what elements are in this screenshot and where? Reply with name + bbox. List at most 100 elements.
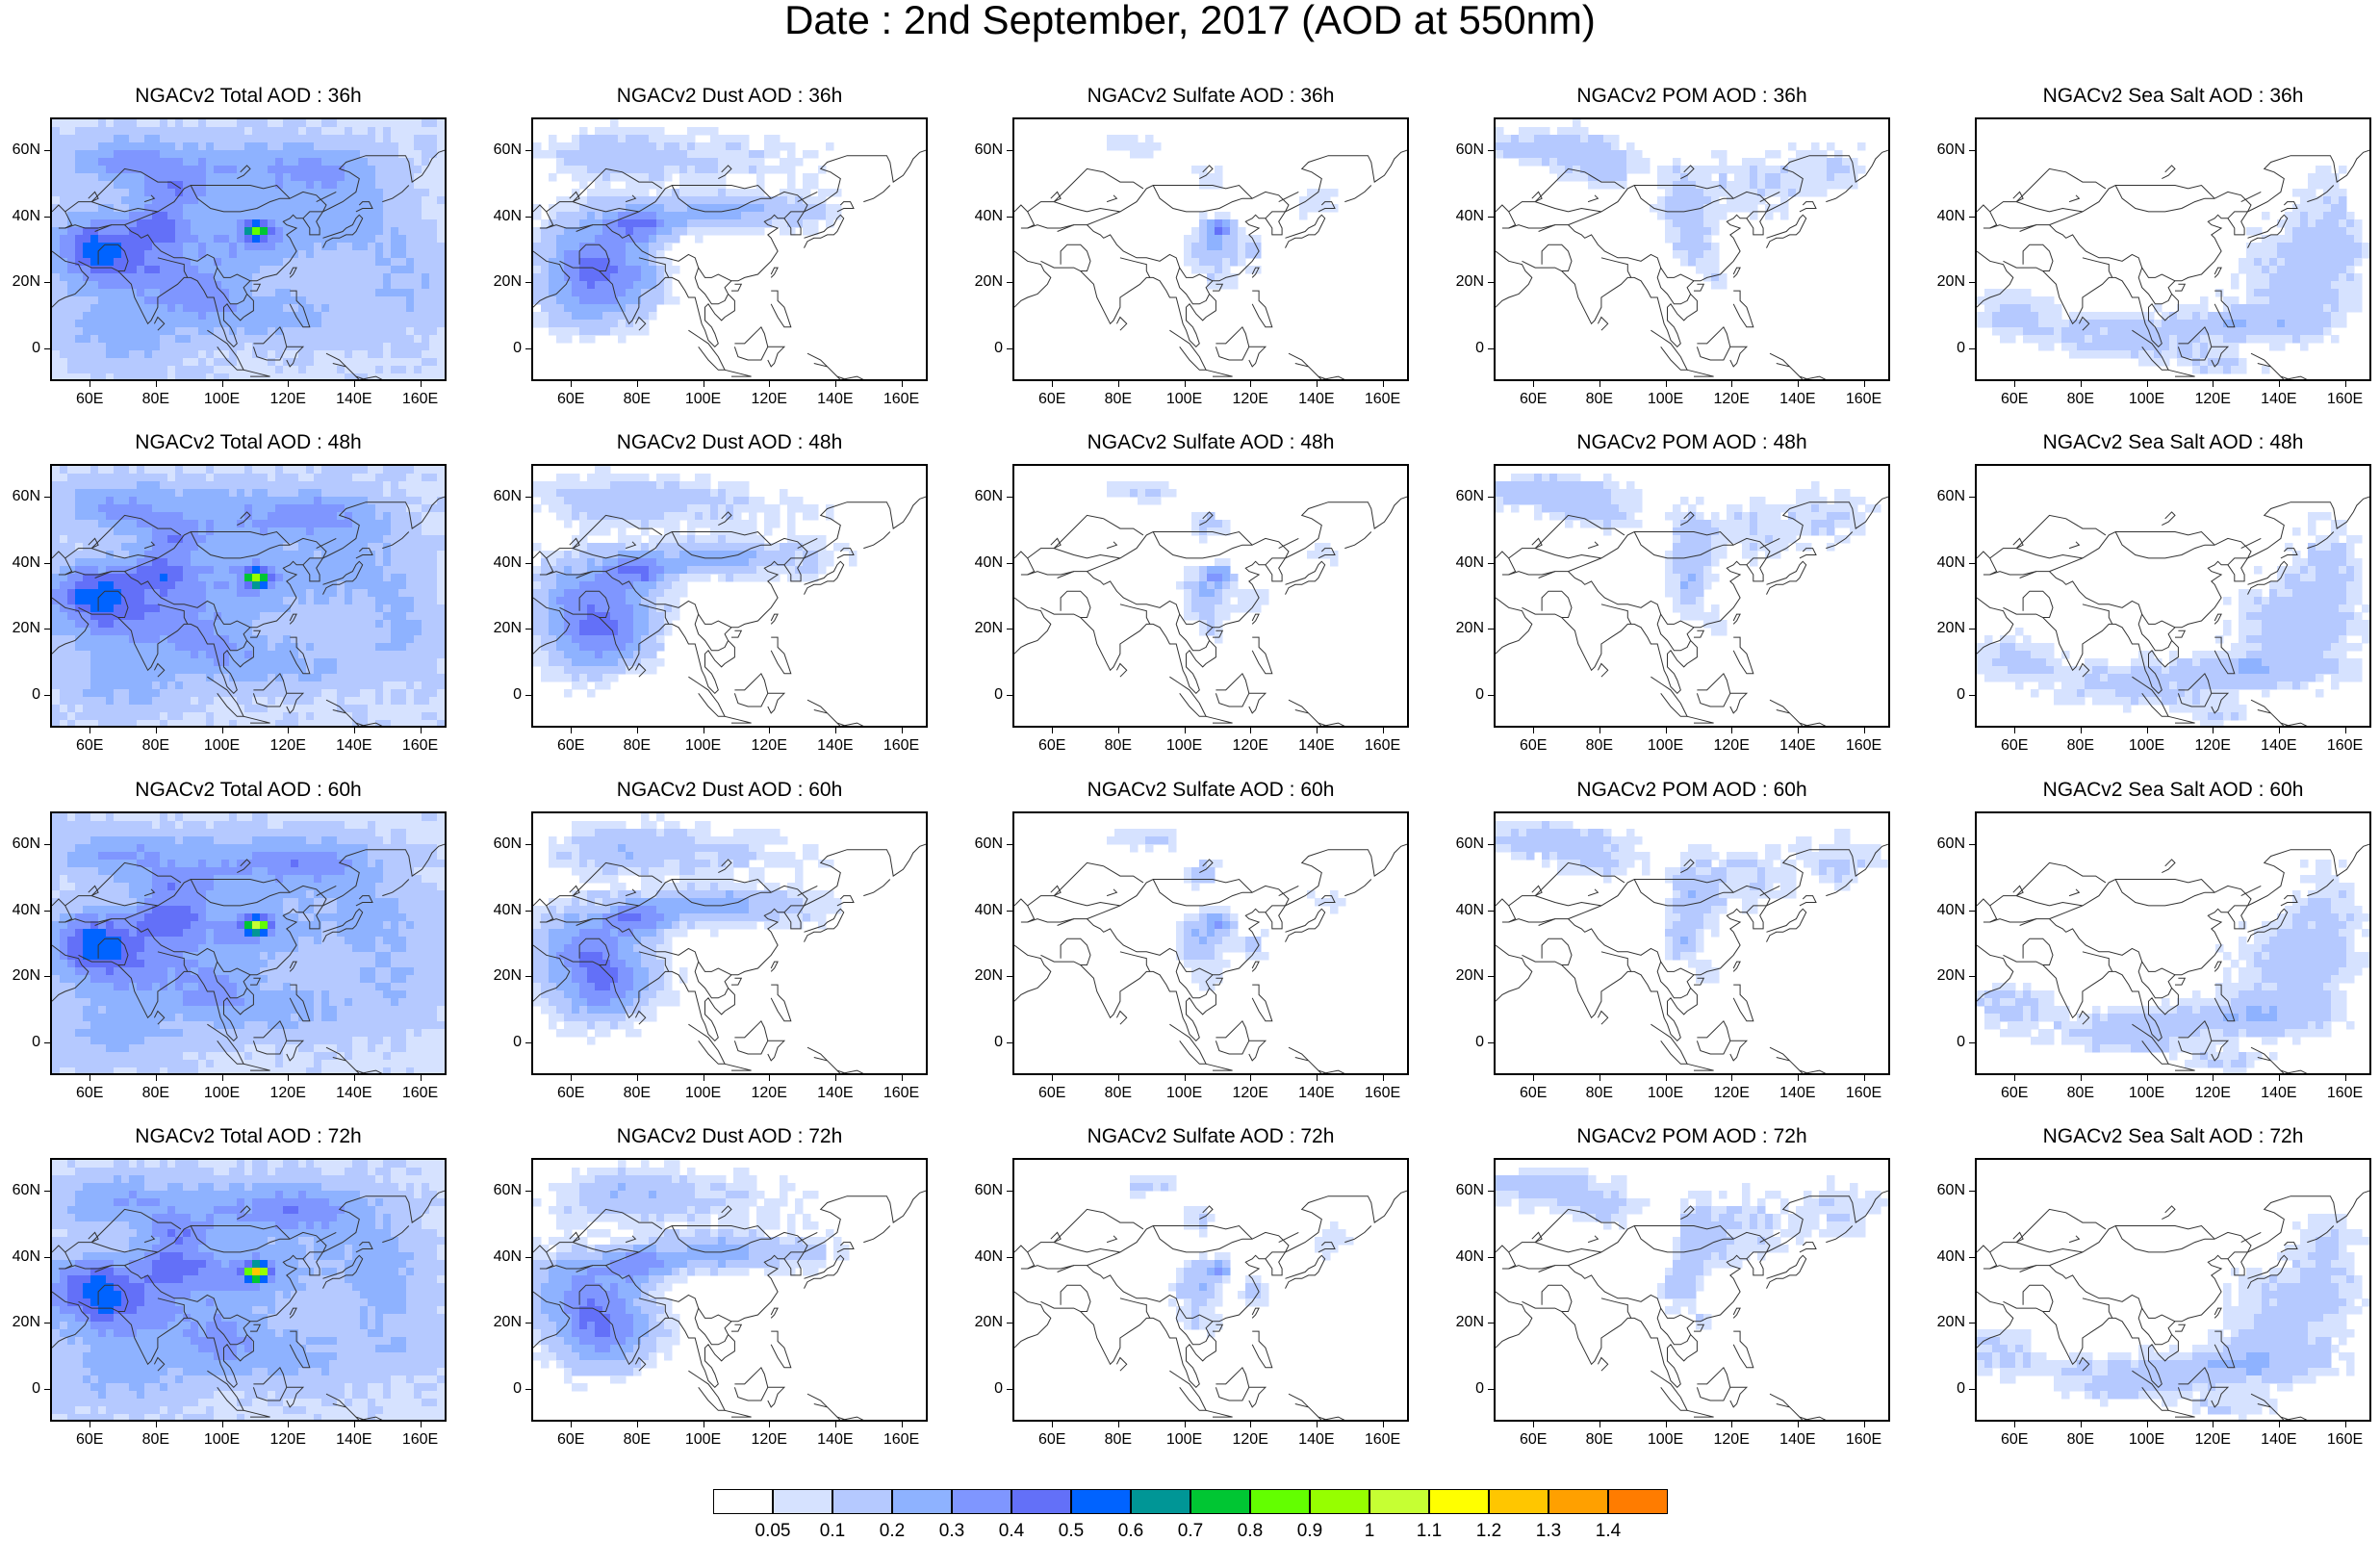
- aod-field: [52, 466, 447, 728]
- lon-tick-label: 140E: [2250, 391, 2308, 408]
- lon-tick: [1052, 1422, 1053, 1427]
- lat-tick-label: 40N: [2, 902, 40, 919]
- lat-tick: [525, 217, 531, 218]
- lon-tick: [1533, 381, 1534, 387]
- lon-tick-label: 140E: [325, 1431, 383, 1449]
- lon-tick: [571, 1422, 572, 1427]
- lon-tick-label: 100E: [193, 1431, 251, 1449]
- lat-tick-label: 60N: [1446, 835, 1484, 853]
- lon-tick: [1317, 728, 1318, 733]
- lon-tick-label: 120E: [2184, 1431, 2241, 1449]
- map-panel-sulfate-60h: [1012, 811, 1409, 1075]
- lon-tick: [1533, 728, 1534, 733]
- lat-tick-label: 40N: [2, 1248, 40, 1266]
- lat-tick: [1007, 911, 1012, 912]
- colorbar-swatch: [892, 1489, 952, 1514]
- lon-tick: [2345, 728, 2346, 733]
- lat-tick-label: 60N: [1927, 141, 1965, 159]
- lat-tick: [1969, 976, 1975, 977]
- lon-tick-label: 100E: [675, 1431, 732, 1449]
- lon-tick: [354, 1075, 355, 1081]
- lon-tick-label: 60E: [1023, 391, 1081, 408]
- lon-tick: [354, 1422, 355, 1427]
- lon-tick: [1118, 1075, 1119, 1081]
- map-panel-sulfate-36h: [1012, 117, 1409, 381]
- lat-tick: [1488, 1042, 1494, 1043]
- lon-tick-label: 140E: [806, 1085, 864, 1102]
- lat-tick-label: 20N: [964, 967, 1003, 985]
- lon-tick: [2213, 381, 2214, 387]
- lon-tick: [1599, 381, 1600, 387]
- panel-title: NGACv2 POM AOD : 36h: [1455, 85, 1929, 108]
- panel-title: NGACv2 POM AOD : 48h: [1455, 431, 1929, 454]
- lon-tick: [1185, 1075, 1186, 1081]
- lon-tick-label: 60E: [542, 737, 600, 755]
- lon-tick-label: 120E: [1221, 391, 1279, 408]
- aod-field: [1977, 1214, 2370, 1422]
- lat-tick: [1007, 629, 1012, 630]
- lat-tick-label: 0: [483, 686, 522, 704]
- colorbar-swatch: [713, 1489, 773, 1514]
- lon-tick: [637, 381, 638, 387]
- lon-tick: [2345, 1422, 2346, 1427]
- lon-tick-label: 140E: [1288, 391, 1345, 408]
- lat-tick: [1488, 217, 1494, 218]
- map-panel-dust-60h: [531, 811, 928, 1075]
- lon-tick-label: 60E: [542, 391, 600, 408]
- lat-tick-label: 60N: [2, 835, 40, 853]
- lon-tick-label: 80E: [1089, 1085, 1147, 1102]
- colorbar-swatch: [832, 1489, 892, 1514]
- lon-tick: [1731, 1422, 1732, 1427]
- lon-tick-label: 80E: [2052, 737, 2110, 755]
- colorbar-label: 0.6: [1102, 1521, 1160, 1542]
- lon-tick-label: 100E: [1637, 391, 1695, 408]
- lat-tick: [1488, 150, 1494, 151]
- map-panel-total-36h: [50, 117, 447, 381]
- lon-tick-label: 120E: [740, 1431, 798, 1449]
- lon-tick-label: 140E: [1769, 391, 1827, 408]
- aod-map: [52, 1160, 447, 1422]
- lon-tick: [1666, 1422, 1667, 1427]
- lon-tick-label: 60E: [1023, 737, 1081, 755]
- colorbar-label: 1.2: [1460, 1521, 1518, 1542]
- lon-tick-label: 120E: [1221, 1431, 1279, 1449]
- lon-tick-label: 120E: [1221, 737, 1279, 755]
- lon-tick: [156, 728, 157, 733]
- lat-tick-label: 40N: [1927, 208, 1965, 225]
- lat-tick: [1969, 1191, 1975, 1192]
- lon-tick: [769, 728, 770, 733]
- lon-tick: [835, 1422, 836, 1427]
- lon-tick: [288, 1075, 289, 1081]
- lon-tick-label: 120E: [259, 1085, 317, 1102]
- lon-tick: [2279, 1075, 2280, 1081]
- lat-tick-label: 40N: [1927, 554, 1965, 572]
- lat-tick: [1007, 844, 1012, 845]
- lon-tick-label: 80E: [1089, 737, 1147, 755]
- lon-tick: [2279, 1422, 2280, 1427]
- lat-tick: [525, 1257, 531, 1258]
- panel-title: NGACv2 Total AOD : 36h: [12, 85, 485, 108]
- lon-tick: [222, 1422, 223, 1427]
- lat-tick-label: 20N: [1446, 620, 1484, 637]
- lon-tick: [902, 1422, 903, 1427]
- lat-tick: [1007, 1389, 1012, 1390]
- lon-tick: [1864, 1075, 1865, 1081]
- lat-tick-label: 0: [2, 340, 40, 357]
- lon-tick: [1383, 381, 1384, 387]
- lon-tick: [1118, 728, 1119, 733]
- colorbar-swatch: [952, 1489, 1011, 1514]
- aod-field: [533, 1160, 850, 1392]
- lon-tick-label: 80E: [1089, 1431, 1147, 1449]
- lon-tick: [2213, 1075, 2214, 1081]
- panel-title: NGACv2 Sulfate AOD : 36h: [974, 85, 1447, 108]
- lon-tick-label: 120E: [259, 391, 317, 408]
- lon-tick-label: 100E: [675, 1085, 732, 1102]
- lat-tick: [44, 629, 50, 630]
- colorbar-label: 0.05: [744, 1521, 802, 1542]
- colorbar-swatch: [1548, 1489, 1608, 1514]
- lon-tick: [2213, 728, 2214, 733]
- lon-tick-label: 60E: [1985, 1085, 2043, 1102]
- lon-tick: [2081, 1075, 2082, 1081]
- lon-tick-label: 80E: [1571, 737, 1628, 755]
- lon-tick: [2279, 728, 2280, 733]
